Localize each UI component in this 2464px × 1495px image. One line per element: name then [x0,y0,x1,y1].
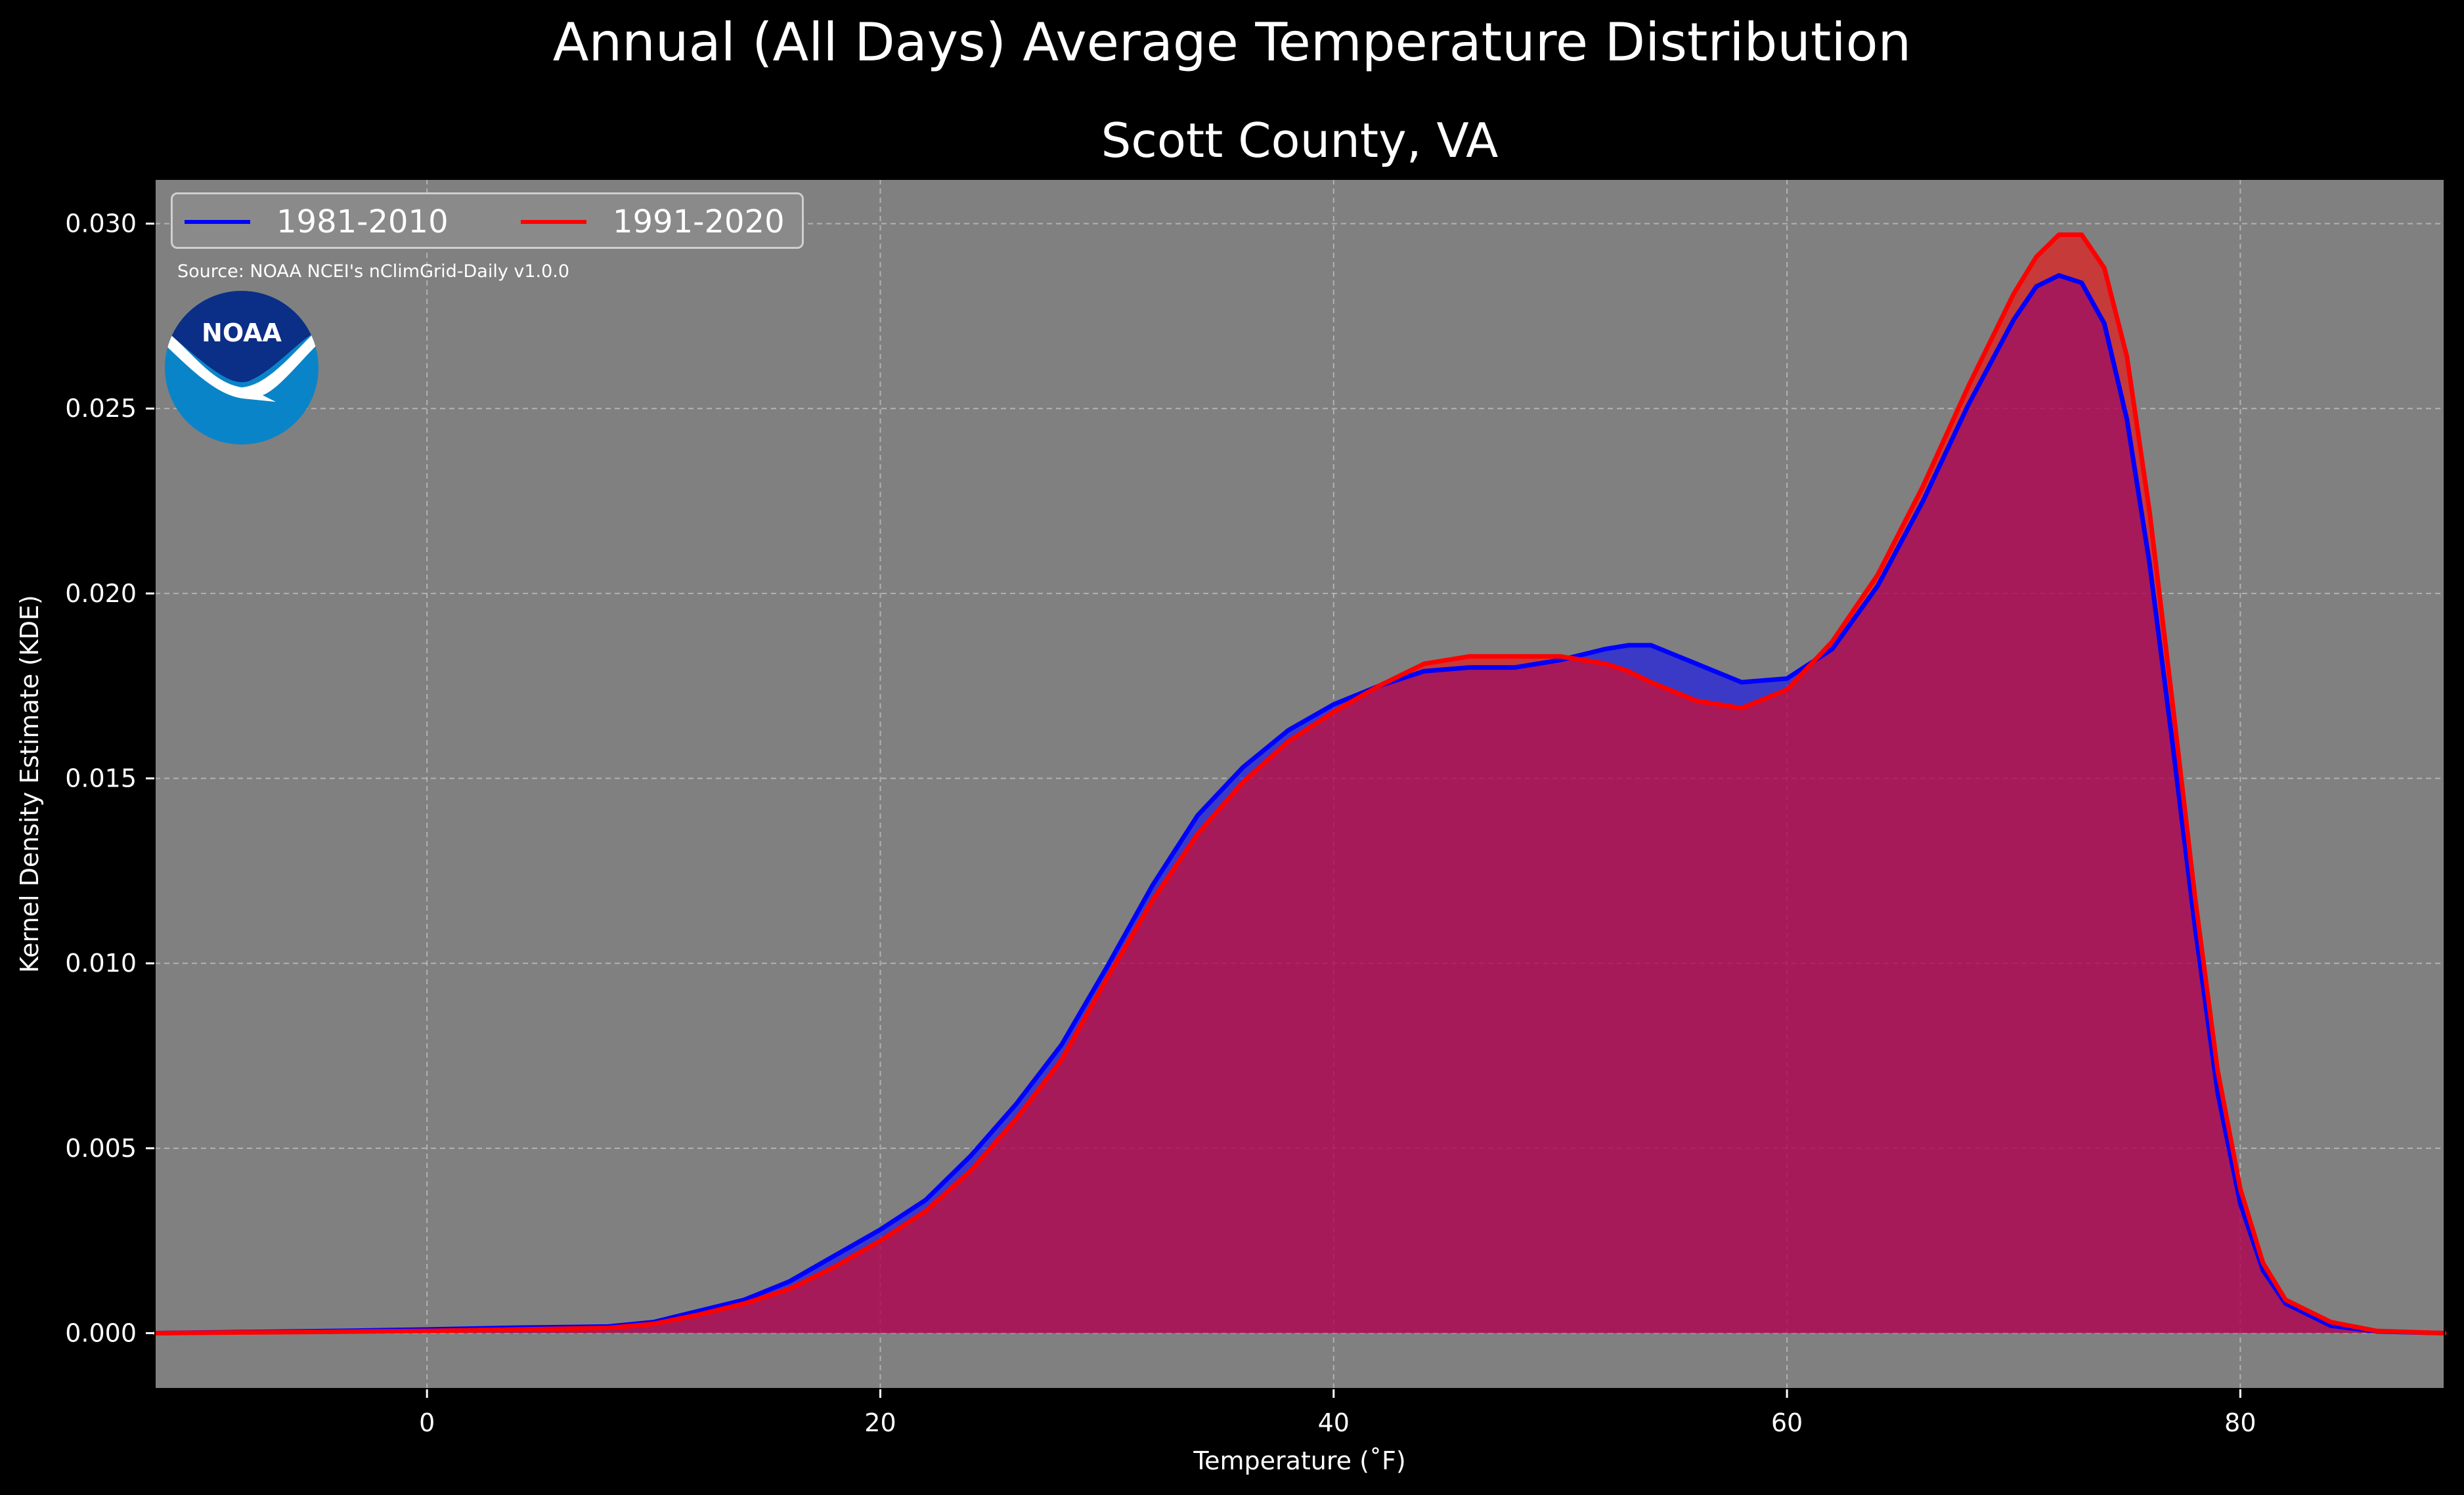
y-tick-label: 0.005 [65,1134,137,1163]
x-tick-label: 60 [1771,1408,1803,1437]
y-tick-label: 0.025 [65,394,137,423]
noaa-logo-icon: NOAA [165,291,319,444]
series-line-1981-2010 [152,273,2447,1335]
legend: 1981-2010 1991-2020 [171,192,804,249]
x-tick-label: 20 [864,1408,896,1437]
logo-text: NOAA [202,318,282,347]
axes: 0 20 40 60 80 0.000 0.005 0.010 0.015 0.020 0.025 0… [65,179,2445,1437]
legend-swatch-red [521,220,586,224]
legend-label-1991-2020: 1991-2020 [613,204,785,240]
y-axis-label: Kernel Density Estimate (KDE) [15,595,44,973]
legend-swatch-blue [185,220,250,224]
figure-title: Annual (All Days) Average Temperature Di… [552,12,1912,73]
plot-frame [154,179,2445,1389]
y-tick-label: 0.010 [65,949,137,978]
x-axis-label: Temperature (˚F) [1193,1446,1405,1475]
y-tick-label: 0.000 [65,1319,137,1348]
x-tick-label: 0 [419,1408,435,1437]
legend-item-1991-2020: 1991-2020 [521,204,785,240]
x-tick-label: 80 [2224,1408,2256,1437]
chart-title: Scott County, VA [1101,113,1499,168]
legend-item-1981-2010: 1981-2010 [185,204,449,240]
x-tick-label: 40 [1318,1408,1350,1437]
source-note: Source: NOAA NCEI's nClimGrid-Daily v1.0… [177,261,570,282]
y-tick-label: 0.030 [65,209,137,238]
y-tick-label: 0.020 [65,579,137,608]
series-line-1991-2020 [152,232,2447,1335]
legend-label-1981-2010: 1981-2010 [276,204,449,240]
y-tick-label: 0.015 [65,764,137,793]
series-area-1991-2020 [155,234,2444,1333]
series-layer [152,232,2447,1335]
